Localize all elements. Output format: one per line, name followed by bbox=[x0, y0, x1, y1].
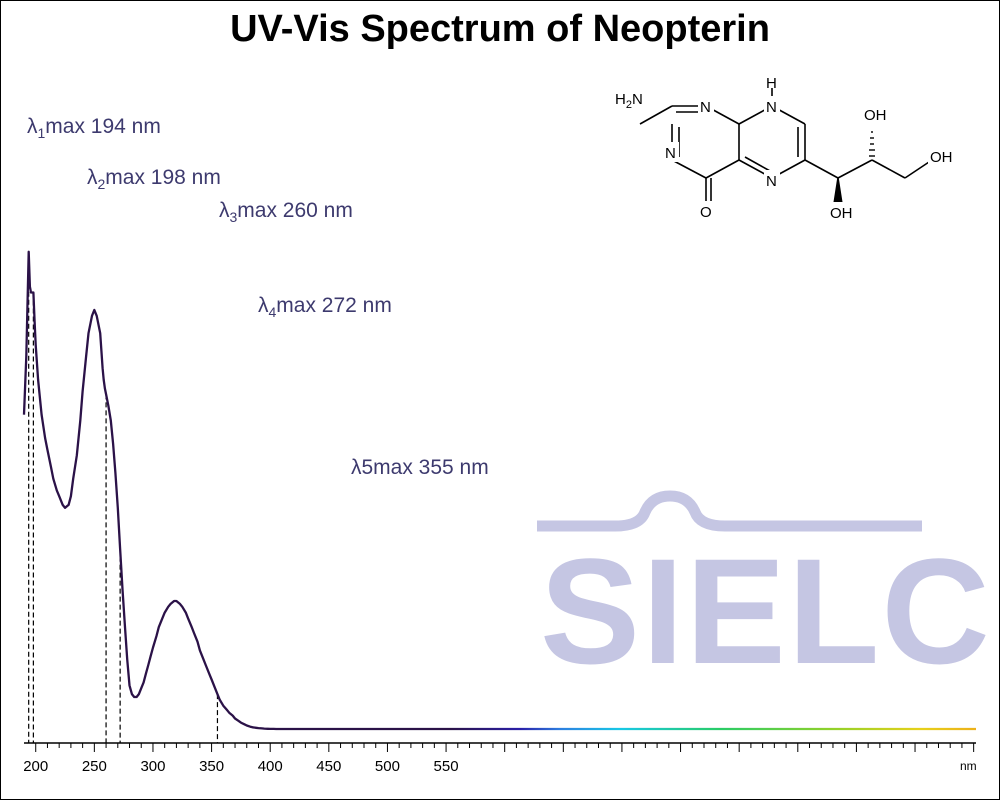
atom-oh: OH bbox=[930, 149, 953, 166]
sielc-watermark: SIELC bbox=[537, 490, 992, 695]
chart-title: UV-Vis Spectrum of Neopterin bbox=[230, 8, 770, 50]
x-tick-label: 550 bbox=[434, 758, 459, 775]
atom-oh: OH bbox=[864, 107, 887, 124]
peak-label: λ3max 260 nm bbox=[219, 199, 353, 225]
x-axis-ticks: 200 250 300 350 400 450 500 550 bbox=[23, 743, 975, 775]
x-tick-label: 200 bbox=[23, 758, 48, 775]
x-tick-label: 300 bbox=[140, 758, 165, 775]
peak-markers bbox=[28, 251, 219, 743]
atom-o: O bbox=[700, 204, 712, 221]
spectrum-curve bbox=[22, 250, 976, 731]
atom-n: N bbox=[766, 99, 777, 116]
watermark-arc bbox=[537, 490, 922, 532]
peak-label: λ2max 198 nm bbox=[87, 166, 221, 192]
peak-label: λ5max 355 nm bbox=[351, 456, 489, 479]
atom-h2n: H2N bbox=[615, 91, 643, 111]
atom-n: N bbox=[766, 173, 777, 190]
atom-n: N bbox=[665, 145, 676, 162]
x-tick-label: 500 bbox=[375, 758, 400, 775]
x-tick-label: 350 bbox=[199, 758, 224, 775]
peak-label: λ4max 272 nm bbox=[258, 294, 392, 320]
peak-label: λ1max 194 nm bbox=[27, 115, 161, 141]
peak-labels: λ1max 194 nm λ2max 198 nm λ3max 260 nm λ4ma… bbox=[27, 115, 489, 479]
atom-h: H bbox=[766, 75, 777, 92]
x-tick-label: 450 bbox=[316, 758, 341, 775]
x-tick-label: 250 bbox=[82, 758, 107, 775]
neopterin-structure: H2N N H N N N O OH OH OH bbox=[612, 75, 954, 222]
x-tick-label: 400 bbox=[258, 758, 283, 775]
x-axis-unit: nm bbox=[960, 759, 977, 773]
atom-n: N bbox=[700, 99, 711, 116]
atom-oh: OH bbox=[830, 205, 853, 222]
watermark-text: SIELC bbox=[540, 527, 992, 695]
